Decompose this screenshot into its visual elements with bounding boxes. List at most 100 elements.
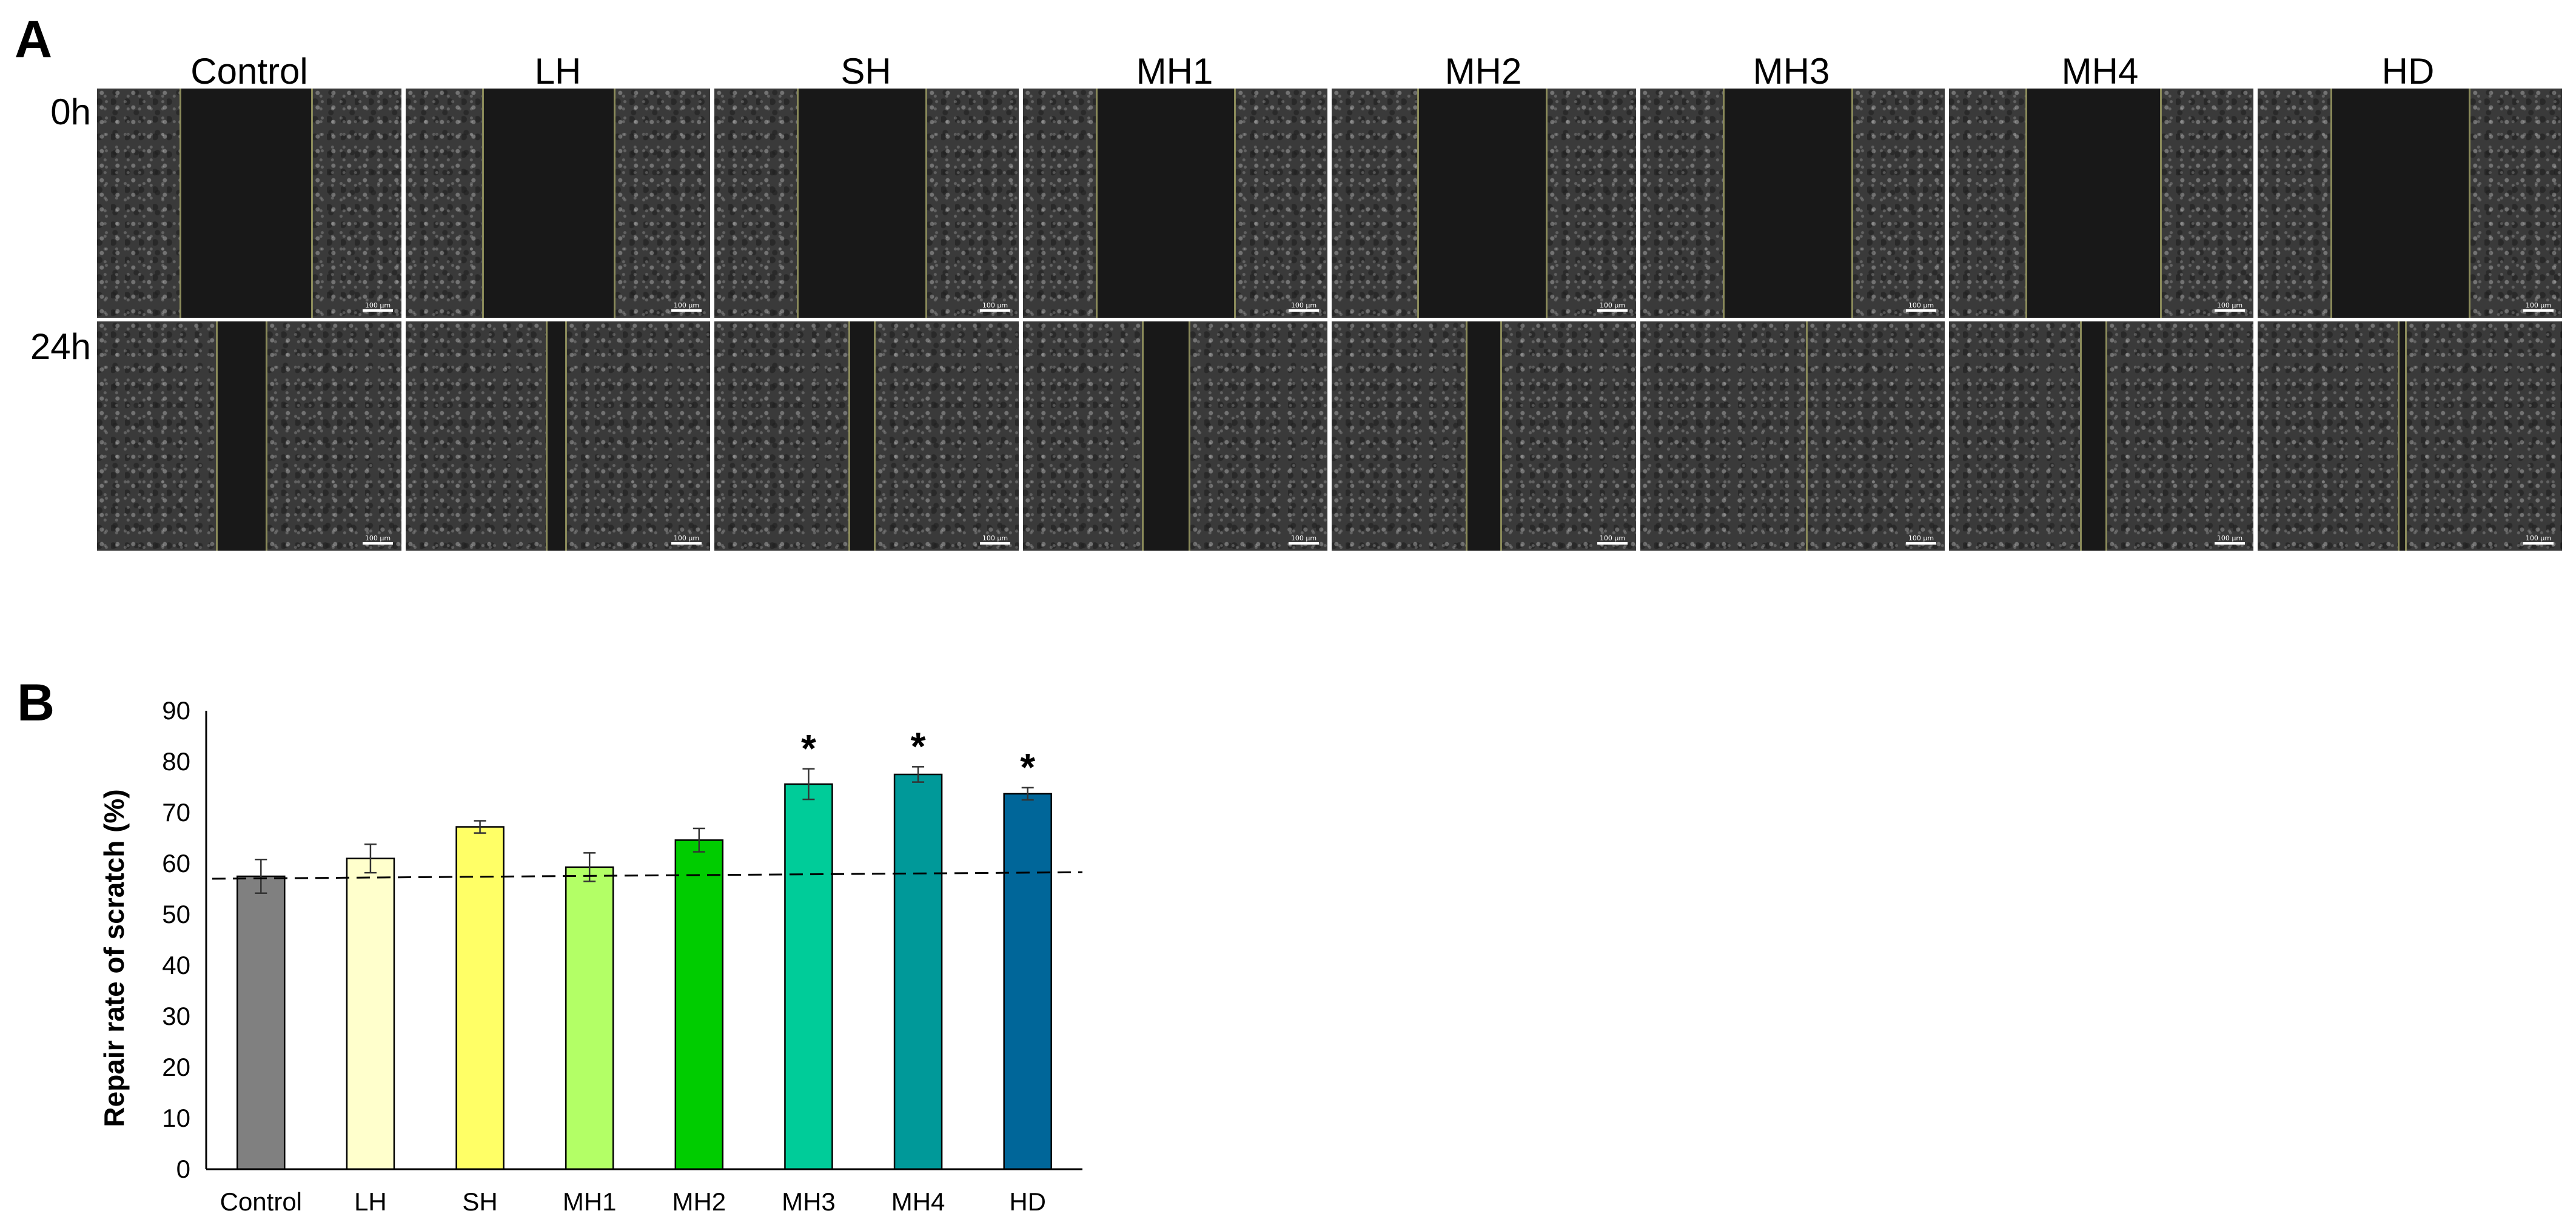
column-label-sh: SH [840, 51, 891, 92]
error-bars [255, 766, 1034, 894]
row-label-0h: 0h [50, 92, 91, 132]
cell-monolayer-left [406, 89, 484, 318]
cell-monolayer-left [97, 321, 218, 551]
scale-bar-label: 100 µm [1599, 534, 1626, 542]
scale-bar-line [671, 542, 702, 545]
cell-monolayer-right [266, 321, 401, 551]
micrograph-mh4-0h: 100 µm [1949, 89, 2253, 318]
bar-hd [1003, 793, 1052, 1170]
x-tick-label: Control [220, 1187, 302, 1216]
x-axis-ticks: Control LH SH MH1 MH2 MH3 MH4 HD [220, 1187, 1046, 1216]
scale-bar-line [980, 309, 1010, 312]
row-label-24h: 24h [30, 326, 91, 367]
micrograph-mh1-24h: 100 µm [1023, 321, 1327, 551]
scale-bar-line [363, 542, 393, 545]
significance-asterisk: * [911, 724, 926, 768]
cell-monolayer-right [874, 321, 1019, 551]
scale-bar: 100 µm [671, 301, 702, 312]
scale-bar-line [1289, 542, 1319, 545]
scale-bar-label: 100 µm [982, 301, 1008, 309]
scale-bar: 100 µm [2523, 301, 2554, 312]
micrograph-lh-0h: 100 µm [406, 89, 710, 318]
micrograph-mh4-24h: 100 µm [1949, 321, 2253, 551]
x-tick-label: SH [462, 1187, 497, 1216]
cell-monolayer-left [1949, 89, 2027, 318]
bar-sh [455, 826, 505, 1170]
scale-bar-label: 100 µm [2216, 534, 2243, 542]
cell-monolayer-right [1806, 321, 1945, 551]
y-axis-label: Repair rate of scratch (%) [98, 789, 130, 1127]
scale-bar-label: 100 µm [364, 301, 391, 309]
scale-bar: 100 µm [1597, 301, 1628, 312]
micrograph-sh-0h: 100 µm [714, 89, 1019, 318]
y-tick-label: 40 [162, 951, 190, 979]
scale-bar-label: 100 µm [1599, 301, 1626, 309]
scale-bar: 100 µm [1906, 301, 1936, 312]
bars [236, 773, 1052, 1170]
micrograph-grid: 100 µm 100 µm 100 µm 100 µm 100 µm 100 µm 100 … [97, 89, 2565, 553]
significance-asterisk: * [1020, 745, 1035, 789]
scale-bar-line [2523, 542, 2554, 545]
x-tick-label: MH4 [891, 1187, 945, 1216]
y-tick-label: 80 [162, 747, 190, 776]
y-tick-label: 90 [162, 696, 190, 725]
micrograph-hd-24h: 100 µm [2258, 321, 2562, 551]
scale-bar-line [363, 309, 393, 312]
cell-monolayer-right [1234, 89, 1327, 318]
scale-bar-line [1289, 309, 1319, 312]
scale-bar-label: 100 µm [1290, 534, 1317, 542]
micrograph-mh2-24h: 100 µm [1332, 321, 1636, 551]
scale-bar: 100 µm [1289, 301, 1319, 312]
scale-bar-label: 100 µm [673, 301, 700, 309]
micrograph-control-24h: 100 µm [97, 321, 401, 551]
scale-bar: 100 µm [363, 534, 393, 545]
micrograph-lh-24h: 100 µm [406, 321, 710, 551]
scale-bar: 100 µm [1906, 534, 1936, 545]
column-label-hd: HD [2381, 51, 2435, 92]
cell-monolayer-left [406, 321, 548, 551]
cell-monolayer-right [2160, 89, 2253, 318]
y-tick-label: 10 [162, 1104, 190, 1132]
cell-monolayer-right [1500, 321, 1636, 551]
micrograph-mh1-0h: 100 µm [1023, 89, 1327, 318]
cell-monolayer-right [1189, 321, 1327, 551]
cell-monolayer-left [1640, 89, 1725, 318]
column-label-mh2: MH2 [1444, 51, 1522, 92]
cell-monolayer-right [2404, 321, 2562, 551]
micrograph-mh3-24h: 100 µm [1640, 321, 1945, 551]
cell-monolayer-right [311, 89, 401, 318]
scale-bar-label: 100 µm [1290, 301, 1317, 309]
y-tick-label: 0 [176, 1155, 190, 1183]
reference-dashed-line [212, 871, 1083, 880]
cell-monolayer-left [2258, 89, 2333, 318]
x-tick-label: MH2 [672, 1187, 726, 1216]
scale-bar: 100 µm [2523, 534, 2554, 545]
scale-bar-label: 100 µm [2525, 534, 2552, 542]
x-tick-label: MH1 [563, 1187, 617, 1216]
y-tick-label: 20 [162, 1053, 190, 1081]
cell-monolayer-left [97, 89, 181, 318]
cell-monolayer-right [925, 89, 1019, 318]
scale-bar-line [2215, 309, 2245, 312]
column-label-control: Control [190, 51, 308, 92]
x-tick-label: HD [1009, 1187, 1046, 1216]
y-tick-label: 60 [162, 849, 190, 878]
scale-bar: 100 µm [980, 301, 1010, 312]
bar-mh4 [893, 773, 943, 1170]
cell-monolayer-left [2258, 321, 2400, 551]
y-tick-label: 70 [162, 798, 190, 827]
panel-a-letter: A [15, 10, 53, 69]
cell-monolayer-right [1851, 89, 1945, 318]
cell-monolayer-left [1332, 89, 1419, 318]
scale-bar-label: 100 µm [2216, 301, 2243, 309]
scale-bar-line [1906, 309, 1936, 312]
scale-bar-line [980, 542, 1010, 545]
bar-mh2 [674, 839, 724, 1170]
micrograph-hd-0h: 100 µm [2258, 89, 2562, 318]
cell-monolayer-right [1546, 89, 1636, 318]
bar-control [236, 875, 286, 1170]
x-tick-label: MH3 [782, 1187, 836, 1216]
cell-monolayer-left [1023, 321, 1144, 551]
bar-lh [346, 858, 395, 1170]
scale-bar-label: 100 µm [1908, 534, 1934, 542]
